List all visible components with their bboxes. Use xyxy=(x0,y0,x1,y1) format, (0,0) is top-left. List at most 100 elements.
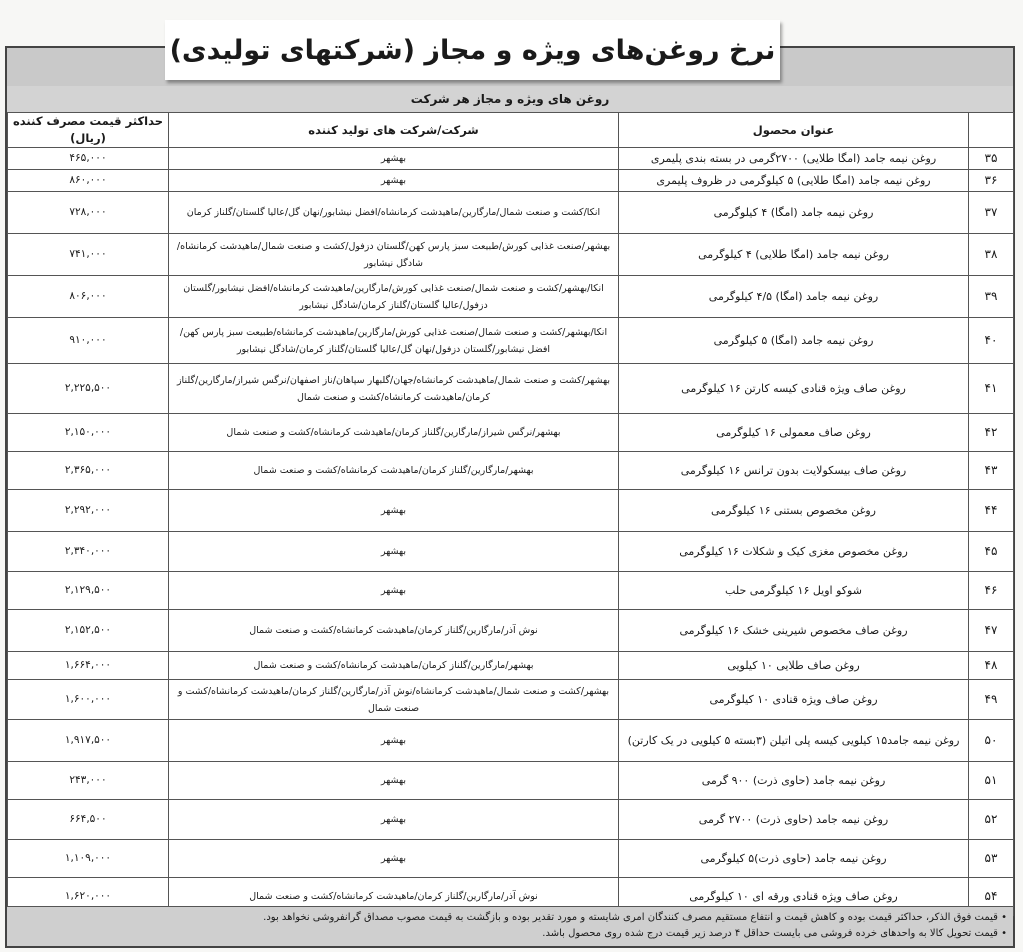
producer-companies: انکا/کشت و صنعت شمال/مارگارین/ماهیدشت کر… xyxy=(168,191,619,234)
row-number: ۴۲ xyxy=(968,413,1014,452)
max-price: ۲,۳۴۰,۰۰۰ xyxy=(7,531,169,572)
product-name: روغن مخصوص مغزی کیک و شکلات ۱۶ کیلوگرمی xyxy=(618,531,969,572)
table-row: ۵۰ روغن نیمه جامد۱۵ کیلویی کیسه پلی اتیلن… xyxy=(7,719,1014,762)
table-row: ۳۹ روغن نیمه جامد (امگا) ۴/۵ کیلوگرمی انکا… xyxy=(7,275,1014,318)
product-name: روغن نیمه جامد (حاوی ذرت) ۲۷۰۰ گرمی xyxy=(618,799,969,840)
table-row: ۴۰ روغن نیمه جامد (امگا) ۵ کیلوگرمی انکا/ب… xyxy=(7,317,1014,364)
max-price: ۷۲۸,۰۰۰ xyxy=(7,191,169,234)
row-number: ۴۸ xyxy=(968,651,1014,680)
max-price: ۴۶۵,۰۰۰ xyxy=(7,147,169,170)
producer-companies: بهشهر/نرگس شیراز/مارگارین/گلناز کرمان/ما… xyxy=(168,413,619,452)
producer-companies: بهشهر xyxy=(168,169,619,192)
product-name: روغن نیمه جامد (حاوی ذرت) ۹۰۰ گرمی xyxy=(618,761,969,800)
table-row: ۴۹ روغن صاف ویژه قنادی ۱۰ کیلوگرمی بهشهر/ک… xyxy=(7,679,1014,720)
max-price: ۸۶۰,۰۰۰ xyxy=(7,169,169,192)
title-box: نرخ روغن‌های ویژه و مجاز (شرکتهای تولیدی… xyxy=(165,20,780,80)
max-price: ۲,۱۵۲,۵۰۰ xyxy=(7,609,169,652)
producer-companies: انکا/بهشهر/کشت و صنعت شمال/صنعت غذایی کو… xyxy=(168,317,619,364)
row-number: ۵۳ xyxy=(968,839,1014,878)
producer-companies: بهشهر xyxy=(168,799,619,840)
max-price: ۲,۱۲۹,۵۰۰ xyxy=(7,571,169,610)
product-name: روغن مخصوص بستنی ۱۶ کیلوگرمی xyxy=(618,489,969,532)
table-row: ۵۱ روغن نیمه جامد (حاوی ذرت) ۹۰۰ گرمی بهشه… xyxy=(7,761,1014,800)
product-name: روغن نیمه جامد (امگا) ۴ کیلوگرمی xyxy=(618,191,969,234)
page-title: نرخ روغن‌های ویژه و مجاز (شرکتهای تولیدی… xyxy=(169,34,776,66)
table-row: ۴۷ روغن صاف مخصوص شیرینی خشک ۱۶ کیلوگرمی ن… xyxy=(7,609,1014,652)
product-name: روغن صاف مخصوص شیرینی خشک ۱۶ کیلوگرمی xyxy=(618,609,969,652)
product-name: روغن نیمه جامد۱۵ کیلویی کیسه پلی اتیلن (… xyxy=(618,719,969,762)
max-price: ۲,۳۶۵,۰۰۰ xyxy=(7,451,169,490)
producer-companies: بهشهر/مارگارین/گلناز کرمان/ماهیدشت کرمان… xyxy=(168,651,619,680)
producer-companies: بهشهر xyxy=(168,147,619,170)
product-name: روغن صاف بیسکولایت بدون ترانس ۱۶ کیلوگرم… xyxy=(618,451,969,490)
header-product: عنوان محصول xyxy=(618,112,969,148)
producer-companies: بهشهر xyxy=(168,719,619,762)
table-row: ۳۶ روغن نیمه جامد (امگا طلایی) ۵ کیلوگرمی… xyxy=(7,169,1014,192)
table-row: ۴۲ روغن صاف معمولی ۱۶ کیلوگرمی بهشهر/نرگس … xyxy=(7,413,1014,452)
product-name: روغن نیمه جامد (امگا) ۴/۵ کیلوگرمی xyxy=(618,275,969,318)
row-number: ۴۴ xyxy=(968,489,1014,532)
max-price: ۲,۲۹۲,۰۰۰ xyxy=(7,489,169,532)
producer-companies: بهشهر/مارگارین/گلناز کرمان/ماهیدشت کرمان… xyxy=(168,451,619,490)
table-row: ۵۲ روغن نیمه جامد (حاوی ذرت) ۲۷۰۰ گرمی بهش… xyxy=(7,799,1014,840)
producer-companies: بهشهر xyxy=(168,489,619,532)
table-header-row: عنوان محصول شرکت/شرکت های تولید کننده حد… xyxy=(7,112,1014,148)
producer-companies: بهشهر/صنعت غذایی کورش/طبیعت سبز پارس کهن… xyxy=(168,233,619,276)
footnote: • قیمت فوق الذکر، حداکثر قیمت بوده و کاه… xyxy=(263,912,1007,923)
row-number: ۳۸ xyxy=(968,233,1014,276)
product-name: روغن نیمه جامد (امگا طلایی) ۲۷۰۰گرمی در … xyxy=(618,147,969,170)
max-price: ۱,۶۶۴,۰۰۰ xyxy=(7,651,169,680)
row-number: ۳۹ xyxy=(968,275,1014,318)
header-number xyxy=(968,112,1014,148)
row-number: ۳۷ xyxy=(968,191,1014,234)
table-row: ۳۷ روغن نیمه جامد (امگا) ۴ کیلوگرمی انکا/ک… xyxy=(7,191,1014,234)
producer-companies: بهشهر/کشت و صنعت شمال/ماهیدشت کرمانشاه/ن… xyxy=(168,679,619,720)
max-price: ۱,۱۰۹,۰۰۰ xyxy=(7,839,169,878)
row-number: ۵۱ xyxy=(968,761,1014,800)
table-row: ۴۴ روغن مخصوص بستنی ۱۶ کیلوگرمی بهشهر ۲,۲۹۲… xyxy=(7,489,1014,532)
max-price: ۲۴۳,۰۰۰ xyxy=(7,761,169,800)
table-row: ۴۶ شوکو اویل ۱۶ کیلوگرمی حلب بهشهر ۲,۱۲۹,۵۰… xyxy=(7,571,1014,610)
max-price: ۶۶۴,۵۰۰ xyxy=(7,799,169,840)
table-row: ۴۸ روغن صاف طلایی ۱۰ کیلویی بهشهر/مارگارین… xyxy=(7,651,1014,680)
producer-companies: بهشهر xyxy=(168,839,619,878)
product-name: روغن صاف معمولی ۱۶ کیلوگرمی xyxy=(618,413,969,452)
product-name: روغن نیمه جامد (حاوی ذرت)۵ کیلوگرمی xyxy=(618,839,969,878)
row-number: ۴۵ xyxy=(968,531,1014,572)
row-number: ۴۰ xyxy=(968,317,1014,364)
table-row: ۴۵ روغن مخصوص مغزی کیک و شکلات ۱۶ کیلوگرم… xyxy=(7,531,1014,572)
product-name: روغن صاف ویژه قنادی کیسه کارتن ۱۶ کیلوگر… xyxy=(618,363,969,414)
product-name: روغن صاف طلایی ۱۰ کیلویی xyxy=(618,651,969,680)
product-name: روغن صاف ویژه قنادی ۱۰ کیلوگرمی xyxy=(618,679,969,720)
max-price: ۹۱۰,۰۰۰ xyxy=(7,317,169,364)
row-number: ۴۶ xyxy=(968,571,1014,610)
producer-companies: نوش آذر/مارگارین/گلناز کرمان/ماهیدشت کرم… xyxy=(168,609,619,652)
table-row: ۵۳ روغن نیمه جامد (حاوی ذرت)۵ کیلوگرمی بهش… xyxy=(7,839,1014,878)
table-row: ۳۵ روغن نیمه جامد (امگا طلایی) ۲۷۰۰گرمی د… xyxy=(7,147,1014,170)
header-company: شرکت/شرکت های تولید کننده xyxy=(168,112,619,148)
max-price: ۲,۱۵۰,۰۰۰ xyxy=(7,413,169,452)
row-number: ۵۰ xyxy=(968,719,1014,762)
subheading: روغن های ویژه و مجاز هر شرکت xyxy=(7,86,1013,113)
product-name: روغن نیمه جامد (امگا طلایی) ۵ کیلوگرمی د… xyxy=(618,169,969,192)
max-price: ۱,۶۰۰,۰۰۰ xyxy=(7,679,169,720)
producer-companies: بهشهر xyxy=(168,571,619,610)
row-number: ۴۳ xyxy=(968,451,1014,490)
producer-companies: بهشهر xyxy=(168,761,619,800)
row-number: ۵۲ xyxy=(968,799,1014,840)
row-number: ۴۱ xyxy=(968,363,1014,414)
producer-companies: بهشهر xyxy=(168,531,619,572)
row-number: ۴۹ xyxy=(968,679,1014,720)
row-number: ۳۶ xyxy=(968,169,1014,192)
product-name: شوکو اویل ۱۶ کیلوگرمی حلب xyxy=(618,571,969,610)
header-price: حداکثر قیمت مصرف کننده (ریال) xyxy=(7,112,169,148)
table-row: ۴۳ روغن صاف بیسکولایت بدون ترانس ۱۶ کیلوگ… xyxy=(7,451,1014,490)
max-price: ۲,۲۲۵,۵۰۰ xyxy=(7,363,169,414)
row-number: ۴۷ xyxy=(968,609,1014,652)
max-price: ۸۰۶,۰۰۰ xyxy=(7,275,169,318)
footnote: • قیمت تحویل کالا به واحدهای خرده فروشی … xyxy=(542,928,1007,939)
table-row: ۳۸ روغن نیمه جامد (امگا طلایی) ۴ کیلوگرمی… xyxy=(7,233,1014,276)
product-name: روغن نیمه جامد (امگا) ۵ کیلوگرمی xyxy=(618,317,969,364)
max-price: ۱,۹۱۷,۵۰۰ xyxy=(7,719,169,762)
row-number: ۳۵ xyxy=(968,147,1014,170)
